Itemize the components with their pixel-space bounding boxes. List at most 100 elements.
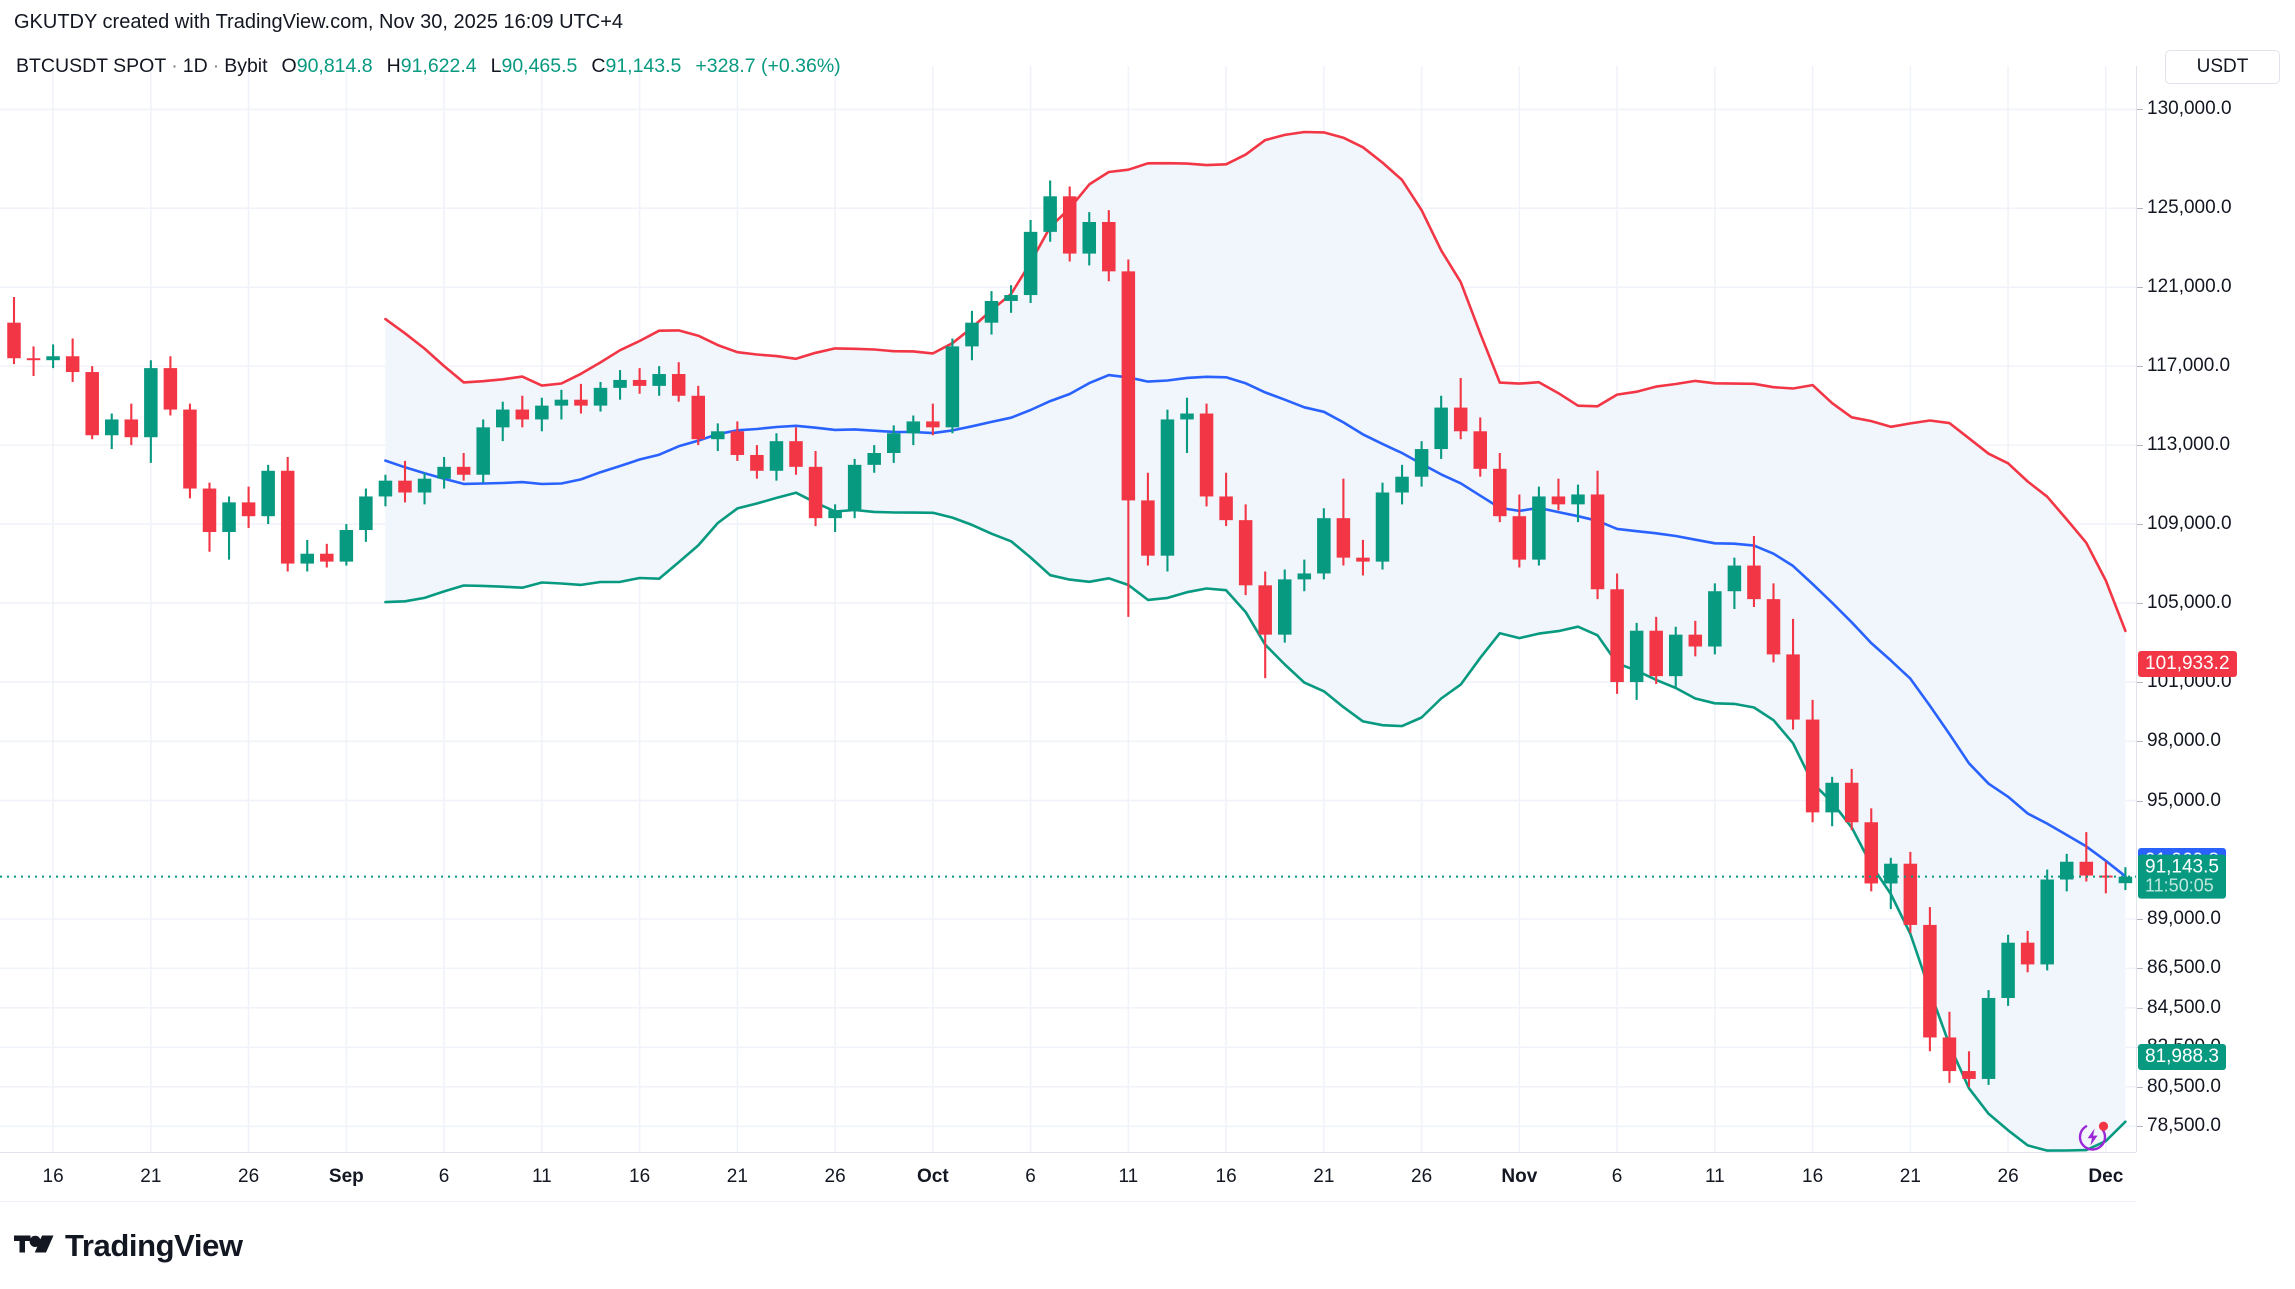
price-axis-tick: 130,000.0 — [2137, 98, 2232, 120]
candle-body — [144, 368, 158, 438]
chart-plot-area[interactable] — [0, 66, 2136, 1152]
price-axis-tick: 95,000.0 — [2137, 789, 2221, 811]
candle-body — [1766, 599, 1781, 655]
candle-body — [1844, 782, 1859, 823]
candle-body — [535, 405, 549, 420]
candle-body — [1434, 407, 1448, 450]
candle-body — [26, 358, 41, 361]
last-price-value: 91,143.5 — [2145, 856, 2219, 878]
candle-body — [1981, 997, 1996, 1079]
legend-close-value: 91,143.5 — [605, 54, 682, 77]
candle-body — [1805, 719, 1820, 813]
time-axis[interactable]: 16 21 26 Sep 6 11 16 21 26 Oct 6 11 16 21 26 Nov 6 11 16 21… — [0, 1152, 2136, 1202]
candle-body — [515, 409, 530, 420]
candle-body — [1571, 494, 1585, 505]
candle-body — [1708, 591, 1722, 647]
candle-body — [1493, 468, 1507, 517]
candle-body — [1453, 407, 1468, 432]
legend-open: O90,814.8 — [282, 55, 373, 78]
legend-high-label: H — [386, 54, 401, 77]
candle-body — [2020, 942, 2035, 965]
candle-body — [1610, 589, 1624, 683]
time-axis-tick: 11 — [1704, 1166, 1725, 1187]
candle-body — [183, 409, 197, 489]
candle-body — [1532, 496, 1546, 560]
time-axis-tick: 6 — [1611, 1166, 1623, 1187]
candle-body — [280, 470, 295, 564]
price-axis-tick: 86,500.0 — [2137, 957, 2221, 979]
candle-body — [1023, 231, 1038, 296]
candle-body — [2001, 942, 2015, 998]
time-axis-tick: 16 — [42, 1166, 64, 1187]
candle-body — [398, 480, 412, 493]
candle-body — [1238, 520, 1253, 586]
price-axis-tick: 84,500.0 — [2137, 996, 2221, 1018]
candle-body — [926, 421, 940, 428]
candle-body — [1102, 221, 1116, 272]
candle-body — [906, 421, 921, 434]
time-axis-tick: Oct — [917, 1166, 949, 1187]
candle-body — [1141, 500, 1155, 556]
candle-body — [1512, 516, 1527, 560]
candle-body — [1297, 573, 1312, 580]
time-axis-tick: 21 — [1899, 1166, 1921, 1187]
candle-body — [124, 419, 139, 438]
price-axis[interactable]: 130,000.0 125,000.0 121,000.0 117,000.0 113,… — [2136, 66, 2295, 1152]
bollinger-basis-line — [384, 373, 2127, 878]
candle-body — [1884, 863, 1898, 884]
tradingview-footer-logo[interactable]: TradingView — [14, 1228, 243, 1264]
candle-body — [984, 300, 999, 323]
candle-body — [46, 356, 60, 361]
candle-body — [222, 502, 236, 532]
legend-change: +328.7 (+0.36%) — [695, 54, 841, 77]
candle-body — [1669, 634, 1683, 677]
legend-exchange[interactable]: Bybit — [224, 54, 268, 77]
flash-alert-icon[interactable] — [2076, 1117, 2112, 1153]
candle-body — [1688, 634, 1703, 647]
candle-body — [1864, 822, 1878, 884]
candle-body — [496, 409, 510, 428]
candle-body — [1082, 221, 1096, 254]
candle-body — [574, 399, 588, 406]
attribution-bar: GKUTDY created with TradingView.com, Nov… — [0, 0, 2295, 45]
candle-body — [2079, 861, 2094, 876]
legend-separator-2: · — [212, 54, 220, 77]
price-axis-tick: 125,000.0 — [2137, 197, 2232, 219]
candle-body — [1062, 196, 1077, 254]
candle-body — [965, 322, 979, 347]
candle-body — [163, 368, 178, 410]
candle-body — [711, 431, 725, 440]
time-axis-tick: 21 — [140, 1166, 162, 1187]
legend-open-value: 90,814.8 — [296, 54, 373, 77]
candle-body — [261, 470, 275, 517]
candle-body — [85, 372, 99, 436]
candle-body — [105, 419, 119, 436]
time-axis-tick: 21 — [1313, 1166, 1335, 1187]
candle-body — [613, 379, 627, 388]
currency-badge-label: USDT — [2196, 56, 2249, 77]
candle-body — [808, 466, 823, 519]
candle-body — [1336, 518, 1351, 558]
legend-interval[interactable]: 1D — [182, 54, 208, 77]
candle-body — [2060, 861, 2074, 880]
candle-body — [1121, 271, 1136, 501]
last-price-countdown: 11:50:05 — [2145, 875, 2214, 896]
currency-badge[interactable]: USDT — [2165, 50, 2280, 84]
candle-body — [1395, 476, 1409, 493]
attribution-text: GKUTDY created with TradingView.com, Nov… — [14, 11, 624, 33]
candle-body — [593, 387, 608, 406]
legend-open-label: O — [281, 54, 297, 77]
legend-symbol[interactable]: BTCUSDT SPOT — [16, 54, 167, 77]
candle-body — [1649, 630, 1663, 677]
candle-body — [671, 374, 686, 396]
candle-body — [1004, 295, 1018, 301]
legend-low-label: L — [490, 54, 502, 77]
bollinger-upper-line — [384, 130, 2127, 633]
candle-body — [359, 496, 373, 531]
candlestick-chart-svg — [0, 66, 2136, 1152]
candle-body — [1180, 413, 1194, 420]
price-axis-tick: 98,000.0 — [2137, 730, 2221, 752]
time-axis-tick: 16 — [629, 1166, 651, 1187]
candle-body — [769, 441, 784, 471]
price-axis-tick: 113,000.0 — [2136, 434, 2231, 456]
